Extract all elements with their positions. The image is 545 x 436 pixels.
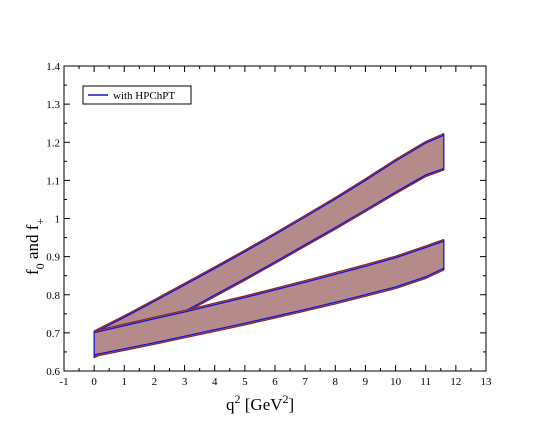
tick-layer: [63, 65, 487, 372]
y-tick-label: 1.3: [46, 99, 60, 111]
legend: with HPChPT: [82, 85, 192, 105]
x-tick-label: 2: [152, 376, 158, 388]
x-tick-label: 8: [333, 376, 339, 388]
band-upper-blue-2: [93, 240, 445, 334]
x-tick-label: 5: [242, 376, 248, 388]
x-tick-label: 7: [302, 376, 308, 388]
band-lower-blue-2: [93, 267, 445, 356]
y-axis-title: f0 and f+: [23, 218, 47, 275]
x-axis-title: q2 [GeV2]: [226, 392, 294, 414]
y-tick-label: 0.6: [46, 366, 60, 378]
y-tick-label: 1.2: [46, 137, 60, 149]
y-tick-label: 0.9: [46, 252, 60, 264]
x-tick-label: 9: [363, 376, 369, 388]
legend-label: with HPChPT: [113, 90, 175, 102]
tick-label-layer: -1 0 1 2 3 4 5 6 7 8 9 10 11 12 130.60.70.80.911.11.21…: [46, 61, 492, 388]
x-tick-label: 4: [212, 376, 218, 388]
x-tick-label: 12: [450, 376, 461, 388]
band-upper-blue-1: [93, 134, 445, 334]
x-tick-label: 1: [122, 376, 128, 388]
bands-layer: [93, 132, 445, 359]
band-lower-edge-2: [93, 269, 445, 358]
x-tick-label: 6: [272, 376, 278, 388]
y-tick-label: 1.1: [46, 175, 60, 187]
x-tick-label: 3: [182, 376, 188, 388]
y-tick-label: 0.7: [46, 328, 60, 340]
y-tick-label: 0.8: [46, 290, 60, 302]
band-fill-1: [94, 133, 444, 358]
x-tick-label: 11: [420, 376, 431, 388]
x-tick-label: -1: [59, 376, 68, 388]
x-tick-label: 0: [91, 376, 97, 388]
y-tick-label: 1: [55, 214, 61, 226]
y-tick-label: 1.4: [46, 61, 60, 73]
legend-box: [82, 85, 192, 105]
band-upper-edge-2: [93, 238, 445, 332]
x-tick-label: 10: [390, 376, 402, 388]
band-upper-edge-1: [93, 132, 445, 332]
x-tick-label: 13: [481, 376, 493, 388]
